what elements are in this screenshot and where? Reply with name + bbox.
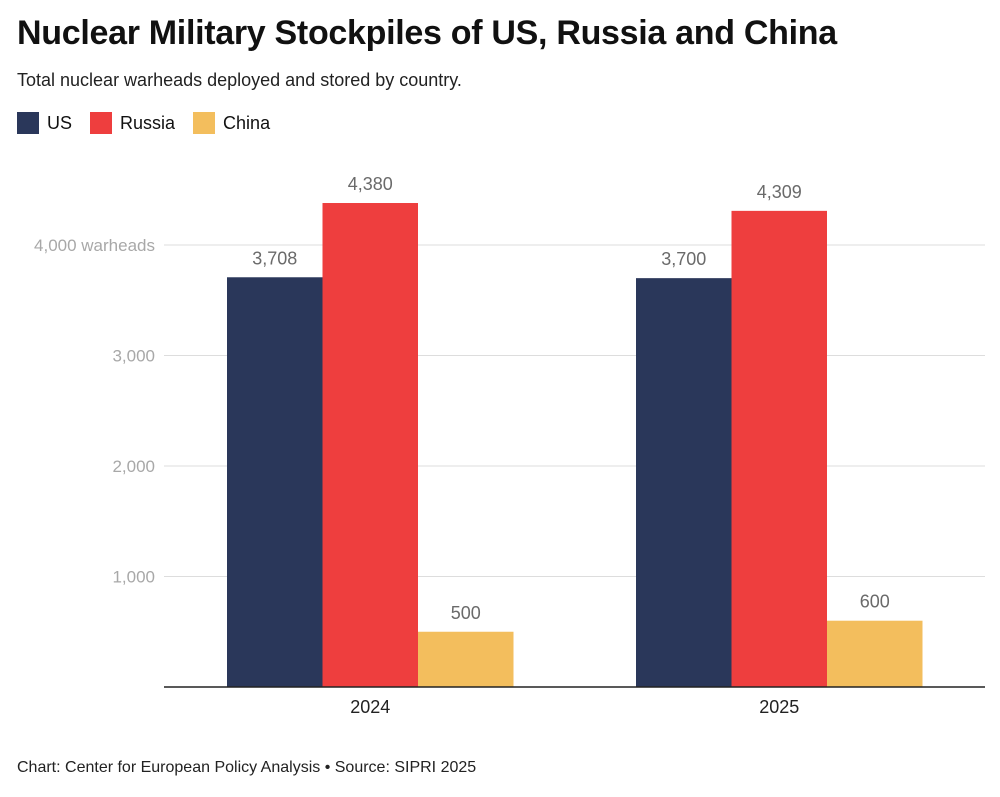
data-label-russia-2025: 4,309 — [757, 182, 802, 202]
legend-swatch-us — [17, 112, 39, 134]
data-label-china-2024: 500 — [451, 603, 481, 623]
bar-russia-2025 — [731, 210, 827, 687]
chart-title: Nuclear Military Stockpiles of US, Russi… — [17, 14, 837, 52]
legend-swatch-china — [193, 112, 216, 134]
y-tick-label: 3,000 — [112, 347, 155, 366]
legend-label-russia: Russia — [120, 112, 176, 133]
data-label-us-2025: 3,700 — [661, 249, 706, 269]
x-tick-label: 2025 — [759, 697, 799, 717]
legend-label-china: China — [223, 112, 271, 133]
bar-russia-2024 — [322, 203, 418, 687]
y-tick-label: 4,000 warheads — [34, 236, 155, 255]
data-label-us-2024: 3,708 — [252, 248, 297, 268]
bar-china-2024 — [418, 631, 514, 687]
legend-swatch-russia — [90, 112, 113, 134]
legend: US Russia China — [17, 112, 288, 134]
y-tick-label: 1,000 — [112, 568, 155, 587]
y-tick-label: 2,000 — [112, 457, 155, 476]
data-label-china-2025: 600 — [860, 592, 890, 612]
legend-label-us: US — [47, 112, 73, 133]
bar-china-2025 — [827, 620, 923, 687]
legend-item-russia: Russia — [90, 112, 175, 134]
data-label-russia-2024: 4,380 — [348, 174, 393, 194]
legend-item-china: China — [193, 112, 270, 134]
x-tick-label: 2024 — [350, 697, 390, 717]
bar-chart: 1,000 2,000 3,000 4,000 warheads 3,708 4,380 5… — [34, 174, 985, 717]
legend-item-us: US — [17, 112, 72, 134]
bar-us-2024 — [227, 277, 323, 687]
bar-us-2025 — [636, 278, 732, 687]
source-note: Chart: Center for European Policy Analys… — [17, 759, 477, 776]
chart-subtitle: Total nuclear warheads deployed and stor… — [17, 70, 462, 90]
